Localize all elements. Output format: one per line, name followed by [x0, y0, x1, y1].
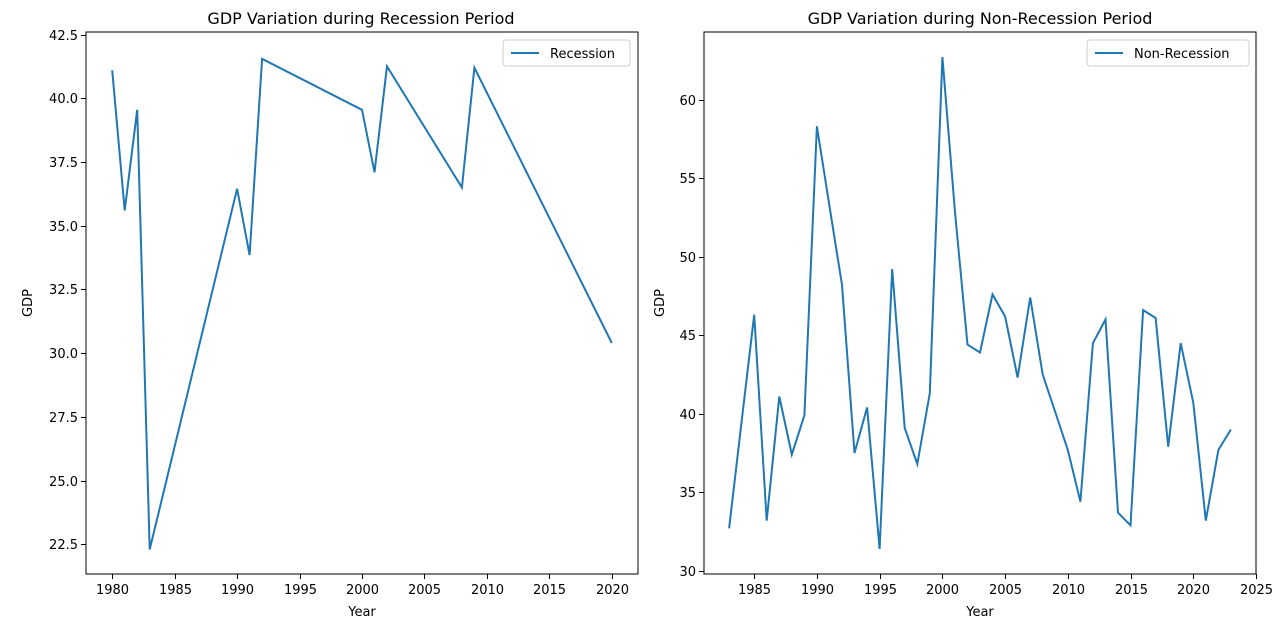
x-tick-label: 1985 [159, 583, 192, 598]
series-line [728, 57, 1232, 549]
y-tick-label: 22.5 [49, 538, 78, 553]
x-tick-label: 2010 [1052, 583, 1085, 598]
legend-label: Recession [550, 47, 615, 62]
y-axis-ticks: 30 35 40 45 50 55 60 [679, 94, 704, 580]
series-line [111, 57, 613, 550]
y-axis-label: GDP [653, 289, 668, 317]
chart-recession: GDP Variation during Recession Period 19… [21, 9, 639, 620]
y-tick-label: 37.5 [49, 156, 78, 171]
x-tick-label: 2005 [989, 583, 1022, 598]
x-tick-label: 1995 [284, 583, 317, 598]
x-tick-label: 1995 [864, 583, 897, 598]
x-tick-label: 2005 [408, 583, 441, 598]
x-tick-label: 1990 [221, 583, 254, 598]
y-tick-label: 27.5 [49, 411, 78, 426]
x-tick-label: 2000 [346, 583, 379, 598]
plot-lines [111, 57, 613, 550]
x-axis-ticks: 1985 1990 1995 2000 2005 2010 2015 2020 2025 [738, 574, 1273, 598]
x-axis-label: Year [965, 605, 994, 620]
plot-frame [703, 31, 1257, 575]
legend: Recession [502, 39, 631, 67]
plot-lines [728, 57, 1232, 549]
x-axis-label: Year [347, 605, 376, 620]
y-tick-label: 55 [679, 172, 696, 187]
x-tick-label: 2015 [533, 583, 566, 598]
y-axis-ticks: 22.5 25.0 27.5 30.0 32.5 35.0 37.5 40.0 42.5 [49, 29, 86, 553]
y-tick-label: 50 [679, 251, 696, 266]
x-axis-ticks: 1980 1985 1990 1995 2000 2005 2010 2015 2020 [96, 574, 629, 598]
y-tick-label: 35 [679, 486, 696, 501]
legend-label: Non-Recession [1134, 47, 1230, 62]
x-tick-label: 2025 [1240, 583, 1273, 598]
y-tick-label: 42.5 [49, 29, 78, 44]
y-tick-label: 40 [679, 408, 696, 423]
x-tick-label: 2015 [1115, 583, 1148, 598]
chart-title: GDP Variation during Recession Period [207, 9, 514, 28]
x-tick-label: 2000 [926, 583, 959, 598]
x-tick-label: 1980 [96, 583, 129, 598]
legend-frame [1086, 39, 1250, 67]
x-tick-label: 2010 [471, 583, 504, 598]
y-tick-label: 30 [679, 565, 696, 580]
y-tick-label: 35.0 [49, 220, 78, 235]
x-tick-label: 1990 [801, 583, 834, 598]
y-tick-label: 40.0 [49, 92, 78, 107]
x-tick-label: 1985 [738, 583, 771, 598]
x-tick-label: 2020 [596, 583, 629, 598]
chart-non-recession: GDP Variation during Non-Recession Perio… [653, 9, 1273, 620]
chart-title: GDP Variation during Non-Recession Perio… [808, 9, 1153, 28]
y-axis-label: GDP [21, 289, 36, 317]
y-tick-label: 32.5 [49, 283, 78, 298]
x-tick-label: 2020 [1177, 583, 1210, 598]
y-tick-label: 25.0 [49, 475, 78, 490]
y-tick-label: 30.0 [49, 347, 78, 362]
y-tick-label: 45 [679, 329, 696, 344]
legend: Non-Recession [1086, 39, 1250, 67]
legend-frame [502, 39, 631, 67]
y-tick-label: 60 [679, 94, 696, 109]
plot-frame [85, 31, 639, 575]
